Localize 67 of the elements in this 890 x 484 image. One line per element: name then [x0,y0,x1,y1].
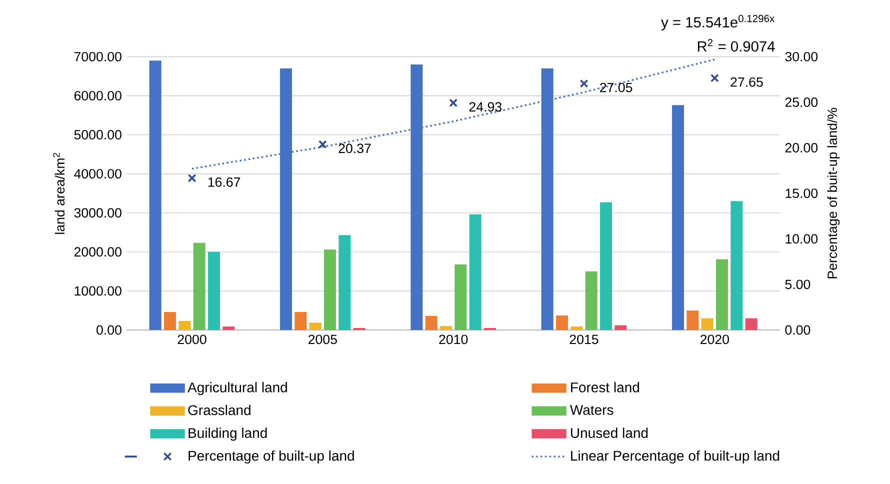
bar [149,60,162,330]
bar [600,202,612,330]
y-tick-label: 6000.00 [74,90,122,100]
y-tick-label: 4000.00 [74,169,122,179]
bar [193,242,206,330]
bar [454,264,467,330]
x-tick-label: 2005 [308,334,337,344]
text: y = 15.541e$^{0.1296x}$ [661,14,774,30]
legend-label: Percentage of built-up land [188,450,354,464]
bar [178,321,191,330]
legend-label: Building land [188,428,267,441]
bar [686,310,699,330]
legend-label: Unused land [571,428,648,438]
point [318,140,327,149]
point [188,174,196,182]
data-label: 27.65 [730,77,763,87]
y-tick-label: 5000.00 [74,130,122,140]
bar [570,326,583,330]
legend-label: Linear Percentage of built-up land [571,450,780,464]
x-tick-label: 2010 [439,334,468,344]
bar [440,326,452,330]
bar [745,318,758,330]
legend-label: Grassland [188,404,250,416]
y2-axis-title: Percentage of buit-up land/% [827,108,840,278]
bar [585,271,598,330]
y-tick-label: 2000.00 [74,247,122,257]
point [449,98,458,108]
legend-label: Waters [570,405,614,415]
y2-tick-label: 30.00 [785,52,818,62]
bar [716,259,728,330]
point [710,74,719,82]
text: R$^{2}$ = 0.9074 [698,39,775,52]
point [580,79,588,88]
bar [338,235,351,330]
bar [208,252,220,330]
bar [309,322,322,330]
y-axis-title: land area/km$^{2}$ [53,152,65,234]
legend-label: Forest land [571,382,640,392]
bar [425,316,438,330]
data-label: 16.67 [208,177,240,187]
y-tick-label: 1000.00 [74,286,122,296]
y2-tick-label: 5.00 [785,280,810,290]
y2-tick-label: 15.00 [786,188,818,198]
bar [222,326,235,330]
x-tick-label: 2015 [570,334,598,344]
y-tick-label: 7000.00 [74,52,122,62]
y2-tick-label: 10.00 [786,234,818,244]
bar [294,312,307,330]
bar [164,312,176,330]
y2-tick-label: 0.00 [785,325,810,335]
y2-tick-label: 25.00 [785,98,818,107]
x-tick-label: 2000 [178,334,206,344]
data-label: 27.05 [600,82,632,92]
bar [469,214,482,330]
bar [614,325,627,330]
bar [672,105,684,330]
y-tick-label: 0.00 [96,325,122,335]
data-label: 20.37 [338,144,371,154]
bar [324,250,336,330]
bar [730,201,743,330]
bar [556,316,568,330]
y2-tick-label: 20.00 [785,143,818,152]
bar [701,318,714,330]
y-tick-label: 3000.00 [74,208,122,218]
x-tick-label: 2020 [700,334,729,344]
data-label: 24.93 [469,102,502,112]
legend-label: Agricultural land [188,382,287,396]
